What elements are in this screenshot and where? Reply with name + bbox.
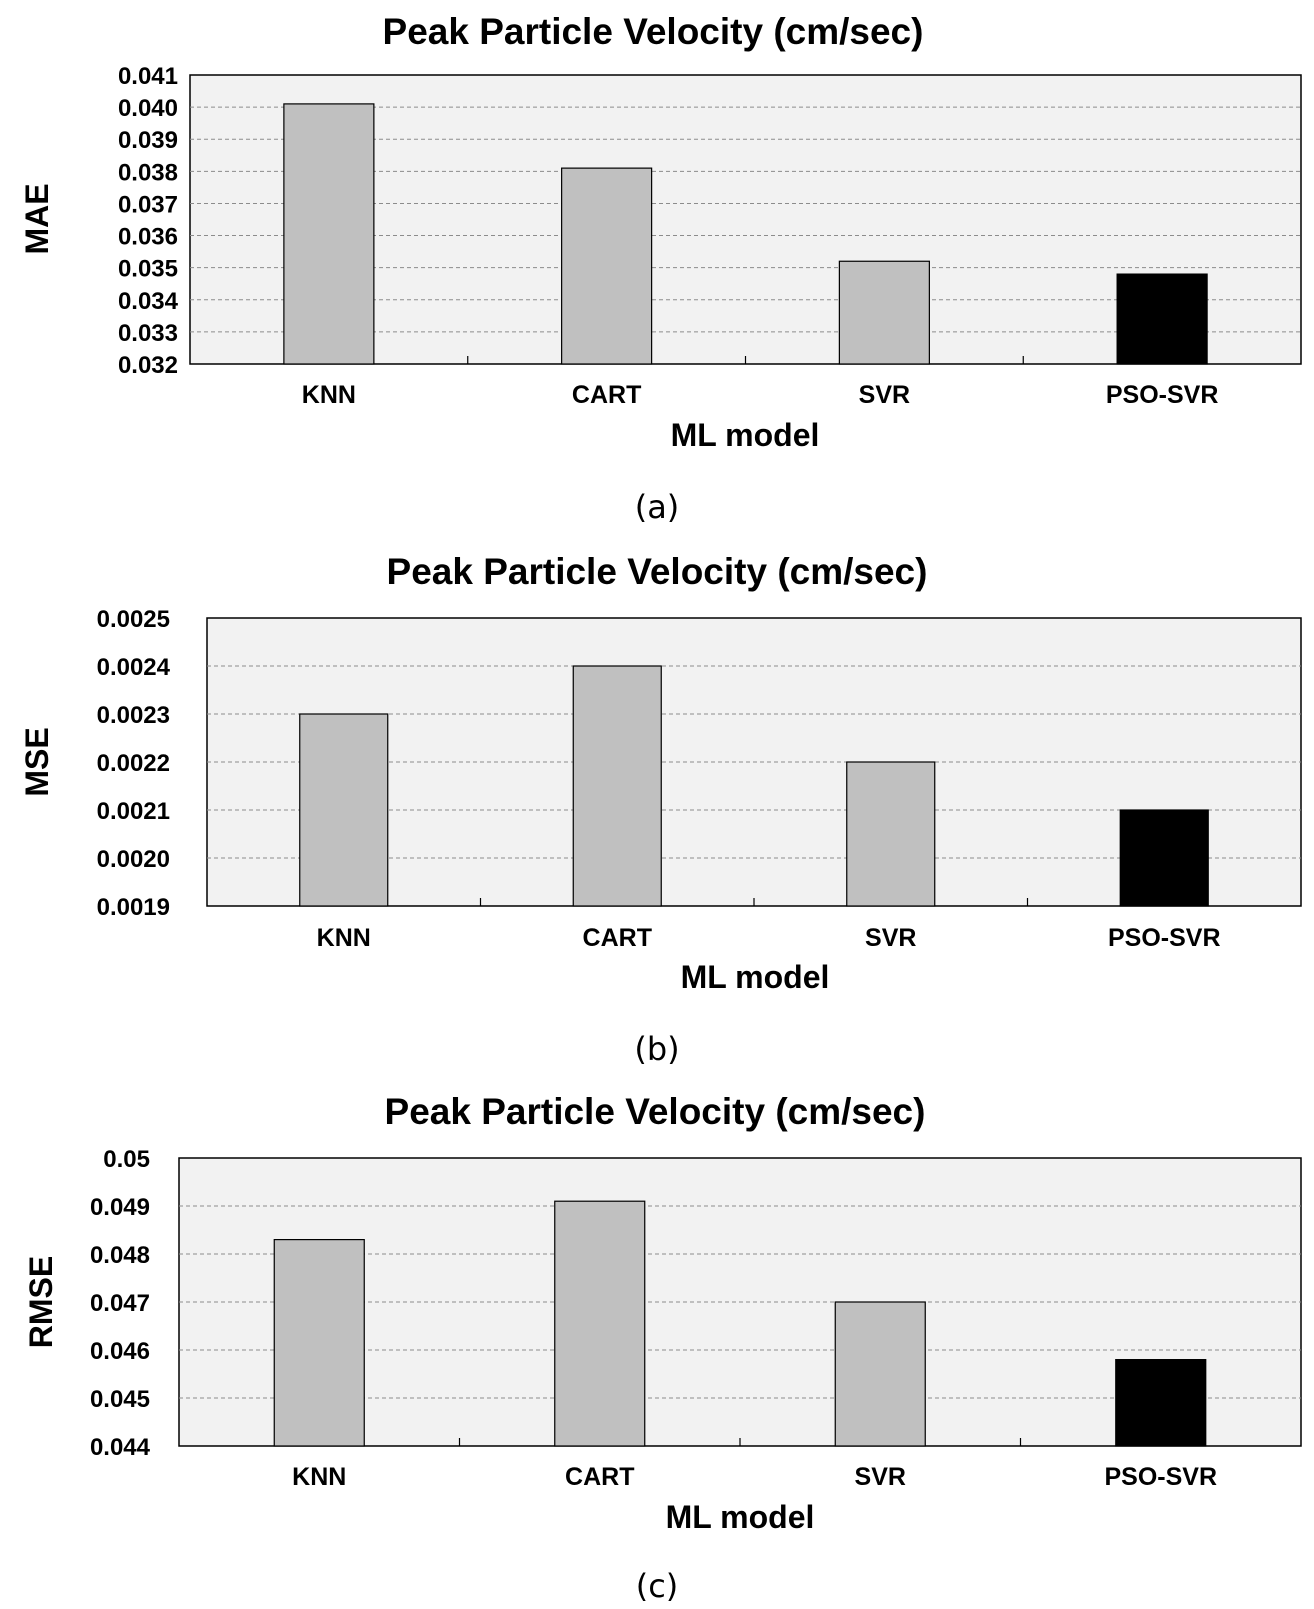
chart-b-bar-svr: [846, 761, 936, 907]
chart-b-ytick-label: 0.0019: [97, 894, 170, 921]
chart-b-category-label: SVR: [865, 924, 916, 952]
chart-a-bar-knn: [283, 103, 375, 365]
chart-a-ytick-label: 0.040: [118, 95, 178, 122]
chart-c-ytick-label: 0.049: [90, 1194, 150, 1221]
chart-c-xlabel: ML model: [666, 1499, 815, 1535]
chart-a-bar-pso-svr: [1116, 273, 1208, 365]
chart-a-ytick-label: 0.033: [118, 320, 178, 347]
chart-c-ytick-label: 0.048: [90, 1242, 150, 1269]
chart-b-ytick-label: 0.0020: [97, 846, 170, 873]
chart-a-svg: Peak Particle Velocity (cm/sec) 0.032 0.0…: [19, 11, 1302, 526]
chart-a-ytick-label: 0.041: [118, 63, 178, 90]
chart-a-ytick-label: 0.037: [118, 191, 178, 218]
chart-a-category-label: KNN: [302, 381, 356, 409]
chart-b-caption: (b): [634, 1030, 679, 1068]
chart-a-category-label: CART: [572, 381, 641, 409]
chart-c-bar-cart: [554, 1200, 646, 1447]
chart-c-category-label: KNN: [292, 1463, 346, 1491]
chart-a-ytick-label: 0.038: [118, 159, 178, 186]
chart-b-bar-knn: [299, 713, 389, 907]
chart-c-category-label: SVR: [855, 1463, 906, 1491]
chart-b-ytick-label: 0.0025: [97, 606, 170, 633]
chart-panel-c: Peak Particle Velocity (cm/sec) 0.044 0.0…: [0, 1080, 1314, 1609]
chart-a-bar-cart: [561, 167, 653, 365]
chart-a-ytick-label: 0.032: [118, 352, 178, 379]
chart-c-caption: (c): [636, 1567, 679, 1605]
chart-b-category-label: CART: [583, 924, 652, 952]
chart-a-ytick-label: 0.034: [118, 288, 179, 315]
chart-a-xlabel: ML model: [671, 417, 820, 453]
chart-a-title: Peak Particle Velocity (cm/sec): [383, 11, 924, 52]
chart-b-category-label: PSO-SVR: [1108, 924, 1221, 952]
chart-b-ylabel: MSE: [19, 727, 55, 796]
chart-c-bar-svr: [834, 1301, 926, 1447]
chart-a-ytick-label: 0.039: [118, 127, 178, 154]
chart-b-svg: Peak Particle Velocity (cm/sec) 0.0019 0.…: [19, 551, 1302, 1068]
chart-b-xlabel: ML model: [681, 959, 830, 995]
chart-b-ytick-label: 0.0022: [97, 750, 170, 777]
chart-a-ytick-label: 0.035: [118, 256, 178, 283]
chart-a-ytick-label: 0.036: [118, 224, 178, 251]
chart-c-ylabel: RMSE: [23, 1256, 59, 1348]
chart-b-category-label: KNN: [317, 924, 371, 952]
chart-c-svg: Peak Particle Velocity (cm/sec) 0.044 0.0…: [23, 1091, 1302, 1605]
chart-c-ytick-label: 0.045: [90, 1386, 150, 1413]
chart-a-category-label: PSO-SVR: [1106, 381, 1219, 409]
chart-panel-b: Peak Particle Velocity (cm/sec) 0.0019 0.…: [0, 540, 1314, 1070]
chart-b-bar-pso-svr: [1119, 809, 1209, 907]
chart-c-ytick-label: 0.05: [103, 1146, 150, 1173]
chart-b-ytick-label: 0.0024: [97, 654, 171, 681]
chart-b-ytick-label: 0.0021: [97, 798, 170, 825]
chart-b-ytick-label: 0.0023: [97, 702, 170, 729]
chart-a-bar-svr: [838, 260, 930, 365]
chart-c-ytick-label: 0.046: [90, 1338, 150, 1365]
chart-c-category-label: PSO-SVR: [1104, 1463, 1217, 1491]
chart-c-category-label: CART: [565, 1463, 634, 1491]
chart-a-category-label: SVR: [859, 381, 910, 409]
chart-c-ytick-label: 0.044: [90, 1434, 151, 1461]
chart-b-title: Peak Particle Velocity (cm/sec): [387, 551, 928, 592]
chart-c-bar-pso-svr: [1115, 1359, 1207, 1447]
chart-a-plot-area: [189, 74, 1302, 365]
chart-c-title: Peak Particle Velocity (cm/sec): [385, 1091, 926, 1132]
chart-panel-a: Peak Particle Velocity (cm/sec) 0.032 0.0…: [0, 0, 1314, 530]
chart-c-ytick-label: 0.047: [90, 1290, 150, 1317]
chart-c-bar-knn: [273, 1239, 365, 1447]
chart-a-ylabel: MAE: [19, 183, 55, 254]
chart-b-bar-cart: [572, 665, 662, 907]
chart-a-caption: (a): [635, 488, 680, 526]
